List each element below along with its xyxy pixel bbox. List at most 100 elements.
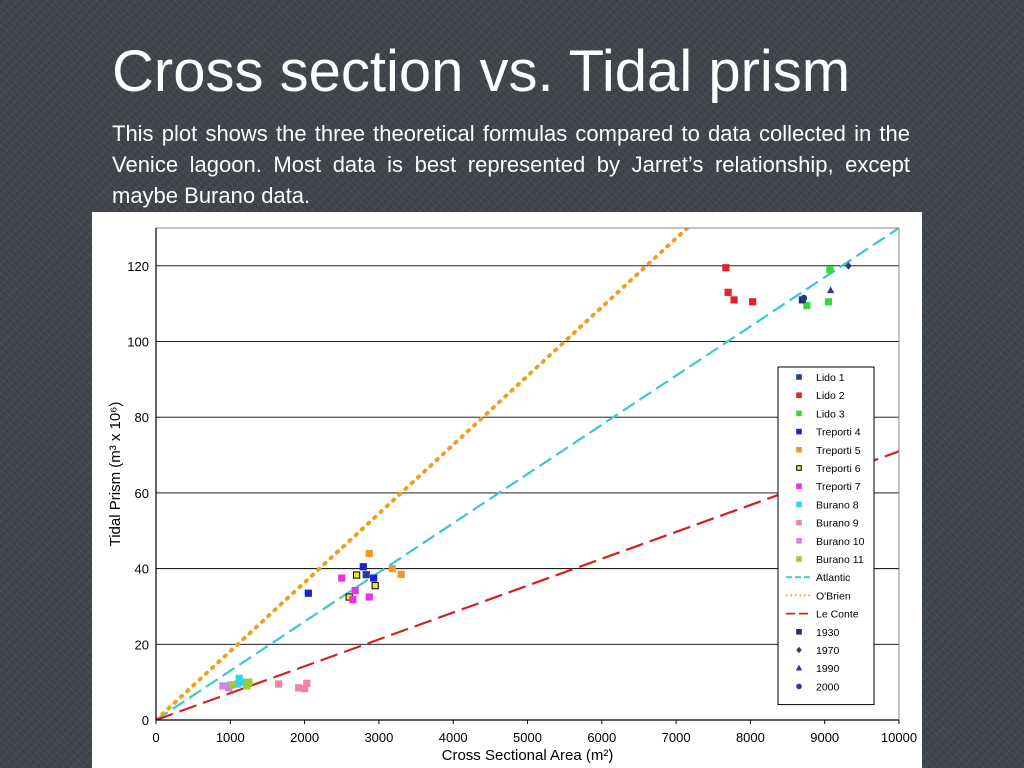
legend-label: O'Brien <box>816 590 851 602</box>
point-treporti-5-1 <box>388 565 396 573</box>
point-year-1970-0 <box>845 262 852 270</box>
point-treporti-7-3 <box>365 593 373 601</box>
legend-item-treporti-7: Treporti 7 <box>796 481 861 493</box>
point-lido-1-0 <box>362 571 370 579</box>
point-treporti-4-1 <box>359 563 367 571</box>
y-tick-label-0: 0 <box>142 713 149 728</box>
y-tick-label-80: 80 <box>135 410 149 425</box>
y-tick-label-40: 40 <box>135 562 149 577</box>
point-treporti-7-1 <box>351 586 359 595</box>
legend-swatch <box>796 556 802 562</box>
legend-label: Burano 11 <box>816 554 864 566</box>
legend-label: Lido 1 <box>816 372 845 384</box>
legend: Lido 1 Lido 2 Lido 3 Treporti 4 Treporti 5 Tr… <box>777 366 875 706</box>
legend-item-lido-1: Lido 1 <box>796 372 845 384</box>
legend-swatch <box>796 519 802 526</box>
x-axis-label: Cross Sectional Area (m²) <box>442 747 614 764</box>
point-lido-2-3 <box>749 298 757 306</box>
x-tick-label-8000: 8000 <box>736 730 765 745</box>
line-atlantic <box>156 228 899 720</box>
legend-label: Treporti 4 <box>816 427 861 439</box>
legend-item-1970: 1970 <box>796 645 840 657</box>
x-tick-label-5000: 5000 <box>513 730 542 745</box>
point-treporti-6-1 <box>353 571 361 579</box>
axes: 0 20 40 60 80 100 120 0 1000 2000 3000 4000 5000 6000… <box>127 227 917 745</box>
legend-item-lido-2: Lido 2 <box>796 390 845 402</box>
legend-label: 2000 <box>816 681 840 693</box>
legend-item-2000: 2000 <box>796 681 840 693</box>
legend-swatch <box>796 683 802 690</box>
legend-swatch <box>796 465 802 471</box>
x-tick-label-7000: 7000 <box>662 730 691 745</box>
point-burano-9-1 <box>295 684 303 692</box>
legend-label: Burano 8 <box>816 499 859 511</box>
point-burano-8-1 <box>240 678 248 686</box>
line-o-brien <box>156 228 690 720</box>
point-treporti-4-2 <box>370 574 378 582</box>
legend-item-burano-10: Burano 10 <box>796 536 865 548</box>
legend-swatch <box>796 538 802 544</box>
grid-layer <box>156 265 899 645</box>
model-lines <box>156 228 899 720</box>
legend-item-burano-8: Burano 8 <box>796 499 859 511</box>
x-tick-label-3000: 3000 <box>364 730 393 745</box>
legend-label: Atlantic <box>816 572 850 584</box>
point-treporti-7-2 <box>349 596 357 604</box>
legend-label: 1970 <box>816 645 840 657</box>
legend-item-treporti-5: Treporti 5 <box>796 445 861 457</box>
x-tick-label-1000: 1000 <box>216 730 245 745</box>
legend-item-burano-11: Burano 11 <box>796 554 864 566</box>
legend-item-treporti-4: Treporti 4 <box>796 427 861 439</box>
legend-swatch <box>796 392 802 398</box>
legend-item-1990: 1990 <box>795 663 840 675</box>
slide-title: Cross section vs. Tidal prism <box>112 39 851 104</box>
legend-swatch <box>796 428 802 435</box>
slide-description: This plot shows the three theoretical fo… <box>112 121 910 208</box>
x-tick-label-4000: 4000 <box>439 730 468 745</box>
legend-swatch <box>795 664 803 671</box>
point-burano-9-0 <box>274 680 283 688</box>
legend-label: Lido 2 <box>816 390 845 402</box>
legend-label: Burano 9 <box>816 518 859 530</box>
scatter-chart: 0 20 40 60 80 100 120 0 1000 2000 3000 4000 5000 6000… <box>107 227 917 764</box>
x-tick-label-10000: 10000 <box>881 730 917 745</box>
line-le-conte <box>156 450 899 720</box>
legend-item-burano-9: Burano 9 <box>796 518 859 530</box>
point-burano-8-0 <box>235 674 243 682</box>
y-tick-label-20: 20 <box>135 637 149 652</box>
point-burano-9-2 <box>301 684 309 693</box>
legend-swatch <box>796 447 802 453</box>
data-points <box>219 262 852 693</box>
legend-swatch <box>796 501 802 508</box>
legend-label: Le Conte <box>816 609 859 621</box>
x-tick-label-9000: 9000 <box>810 730 839 745</box>
legend-item-o-brien: O'Brien <box>786 590 851 602</box>
legend-item-le-conte: Le Conte <box>786 609 859 621</box>
point-treporti-6-2 <box>371 582 379 590</box>
point-burano-9-3 <box>303 679 311 687</box>
point-lido-3-2 <box>826 266 834 274</box>
legend-label: Treporti 5 <box>816 445 861 457</box>
y-tick-label-100: 100 <box>127 335 149 350</box>
legend-item-treporti-6: Treporti 6 <box>796 463 861 475</box>
point-treporti-5-0 <box>365 549 373 558</box>
legend-label: Burano 10 <box>816 536 865 548</box>
point-lido-3-0 <box>803 301 811 310</box>
point-burano-11-2 <box>245 678 253 686</box>
point-lido-2-1 <box>724 288 732 296</box>
point-lido-3-1 <box>824 298 833 306</box>
y-axis-label: Tidal Prism (m³ x 10⁶) <box>107 402 124 547</box>
point-treporti-4-0 <box>304 589 312 597</box>
point-burano-8-2 <box>234 680 242 688</box>
y-tick-label-120: 120 <box>127 259 149 274</box>
legend-swatch <box>796 410 802 417</box>
x-tick-label-0: 0 <box>152 730 159 745</box>
legend-label: 1990 <box>816 663 840 675</box>
legend-swatch <box>796 629 802 635</box>
legend-item-lido-3: Lido 3 <box>796 408 845 420</box>
point-burano-10-0 <box>219 682 227 690</box>
point-burano-11-1 <box>243 682 251 690</box>
legend-swatch <box>796 374 802 380</box>
legend-swatch <box>796 646 802 654</box>
point-treporti-7-0 <box>338 574 346 582</box>
